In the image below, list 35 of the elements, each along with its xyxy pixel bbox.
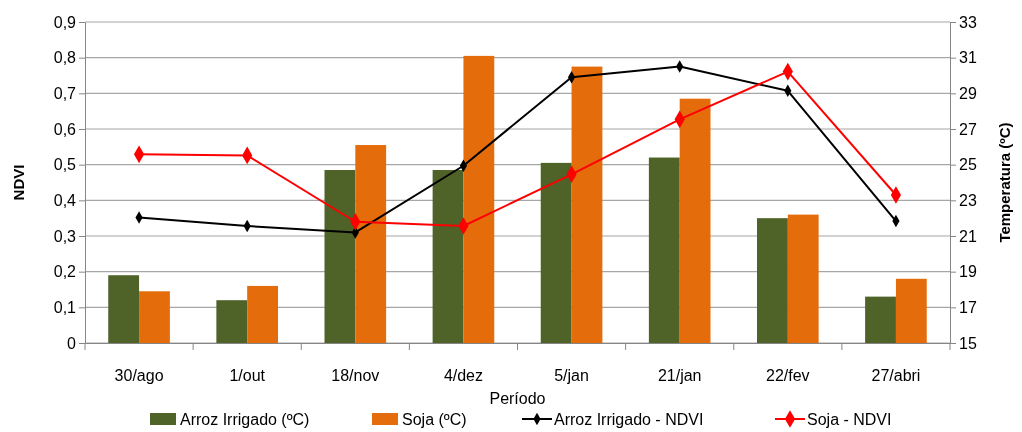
y2-tick-label: 25 <box>959 156 977 174</box>
y2-tick-label: 29 <box>959 84 977 102</box>
y2-tick-label: 21 <box>959 227 977 245</box>
y-tick-label: 0,3 <box>53 227 77 245</box>
y-tick-label: 0,9 <box>53 13 77 31</box>
x-tick-label: 1/out <box>229 367 266 385</box>
y-tick-label: 0,7 <box>53 84 77 102</box>
y2-tick-label: 15 <box>959 334 977 352</box>
x-tick-label: 18/nov <box>331 367 380 385</box>
x-axis-title: Período <box>489 390 546 407</box>
legend-label: Soja (ºC) <box>402 411 467 428</box>
y-tick-label: 0,1 <box>53 298 77 316</box>
y-tick-label: 0,8 <box>53 49 77 67</box>
y-axis-title: NDVI <box>10 164 27 201</box>
y-tick-label: 0 <box>67 334 77 352</box>
y-tick-label: 0,2 <box>53 263 77 281</box>
y-tick-label: 0,6 <box>53 120 77 138</box>
y2-tick-label: 19 <box>959 263 977 281</box>
y-tick-label: 0,5 <box>53 156 77 174</box>
x-tick-label: 21/jan <box>657 367 702 385</box>
y2-axis-title: Temperatura (ºC) <box>996 122 1013 243</box>
legend-label: Arroz Irrigado - NDVI <box>554 411 704 428</box>
y-tick-label: 0,4 <box>53 191 77 209</box>
x-tick-label: 27/abri <box>871 367 921 385</box>
y2-tick-label: 27 <box>959 120 977 138</box>
x-tick-label: 4/dez <box>443 367 484 385</box>
y2-tick-label: 23 <box>959 191 977 209</box>
y2-tick-label: 33 <box>959 13 977 31</box>
legend-label: Soja - NDVI <box>807 411 892 428</box>
x-tick-label: 22/fev <box>766 367 810 385</box>
x-tick-label: 30/ago <box>114 367 164 385</box>
y2-tick-label: 17 <box>959 298 977 316</box>
x-tick-label: 5/jan <box>554 367 589 385</box>
legend-label: Arroz Irrigado (ºC) <box>180 411 310 428</box>
y2-tick-label: 31 <box>959 49 977 67</box>
